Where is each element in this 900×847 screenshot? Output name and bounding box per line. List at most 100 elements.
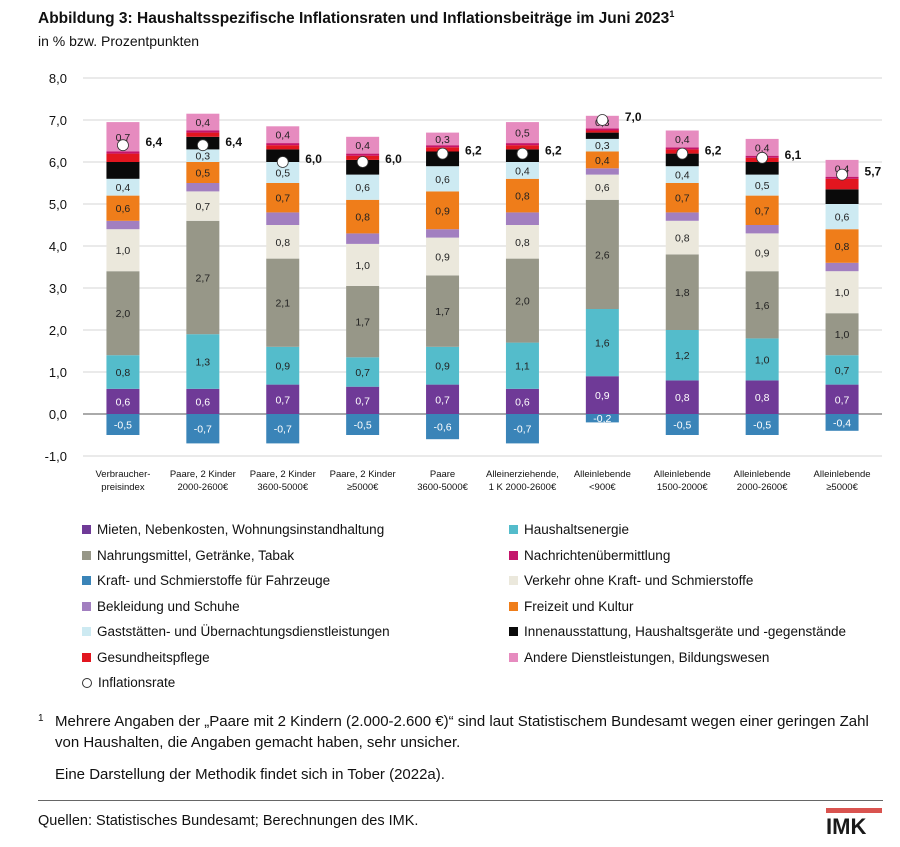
- bar-segment: [186, 183, 220, 192]
- x-category-label: 1500-2000€: [657, 482, 708, 493]
- y-tick-label: 2,0: [49, 323, 67, 338]
- bar-segment: [505, 388, 539, 414]
- bar-segment: [585, 132, 619, 139]
- segment-value-label: 0,9: [275, 361, 290, 373]
- bar-segment: [825, 355, 859, 385]
- bar-segment: [426, 132, 460, 146]
- chart-subtitle: in % bzw. Prozentpunkten: [38, 33, 200, 49]
- segment-value-label: 1,6: [755, 300, 770, 312]
- bar-segment: [665, 220, 699, 255]
- x-category-label: Paare, 2 Kinder: [250, 469, 316, 480]
- bar-segment: [266, 212, 300, 225]
- segment-value-label: 0,8: [755, 392, 770, 404]
- bar-segment: [266, 183, 300, 213]
- segment-value-label: 0,8: [515, 191, 530, 203]
- legend-label: Nachrichtenübermittlung: [524, 547, 671, 563]
- legend-label: Freizeit und Kultur: [524, 598, 634, 614]
- segment-value-label: 0,6: [196, 396, 211, 408]
- segment-value-label: 0,6: [355, 182, 370, 194]
- segment-value-label: 1,2: [675, 350, 690, 362]
- segment-value-label: 0,4: [595, 155, 610, 167]
- legend-label: Verkehr ohne Kraft- und Schmierstoffe: [524, 573, 754, 588]
- segment-value-label: 0,9: [435, 252, 450, 264]
- bar-segment: [426, 237, 460, 276]
- segment-value-label: -0,7: [513, 424, 531, 436]
- bar-segment: [106, 153, 140, 162]
- segment-value-label: 0,8: [675, 392, 690, 404]
- segment-value-label: 1,7: [355, 317, 370, 329]
- x-category-label: 1 K 2000-2600€: [489, 482, 557, 493]
- chart-title-text: Abbildung 3: Haushaltsspezifische Inflat…: [38, 10, 670, 28]
- segment-value-label: 0,3: [435, 134, 450, 146]
- legend-circle-marker: [82, 677, 92, 688]
- legend-item: Innenausstattung, Haushaltsgeräte und -g…: [509, 624, 846, 639]
- bar-segment: [665, 414, 699, 435]
- x-category-label: 3600-5000€: [257, 482, 308, 493]
- bar-segment: [426, 275, 460, 347]
- bar-segment: [505, 342, 539, 389]
- bar-segment: [745, 414, 779, 435]
- segment-value-label: 0,8: [515, 237, 530, 249]
- legend-swatch: [509, 576, 518, 585]
- segment-value-label: 2,0: [116, 308, 131, 320]
- segment-value-label: 0,4: [116, 182, 131, 194]
- bar-segment: [825, 178, 859, 190]
- chart-title: Abbildung 3: Haushaltsspezifische Inflat…: [38, 9, 674, 28]
- segment-value-label: -0,4: [833, 417, 851, 429]
- segment-value-label: 1,0: [835, 329, 850, 341]
- bar-segment: [186, 191, 220, 221]
- x-category-label: preisindex: [101, 482, 145, 493]
- segment-value-label: 0,5: [275, 168, 290, 180]
- bar-segment: [585, 151, 619, 169]
- x-category-label: Paare, 2 Kinder: [170, 469, 236, 480]
- bar-segment: [745, 380, 779, 414]
- legend-item: Kraft- und Schmierstoffe für Fahrzeuge: [82, 573, 330, 588]
- bar-segment: [665, 166, 699, 183]
- bar-segment: [266, 126, 300, 144]
- bar-segment: [186, 220, 220, 335]
- bar-segment: [825, 204, 859, 230]
- segment-value-label: 0,7: [835, 365, 850, 377]
- inflation-rate-label: 6,0: [385, 152, 402, 166]
- segment-value-label: 0,3: [196, 151, 211, 163]
- inflation-rate-label: 6,4: [145, 135, 162, 149]
- segment-value-label: 0,9: [755, 247, 770, 259]
- bar-segment: [665, 183, 699, 213]
- bar-segment: [745, 195, 779, 225]
- segment-value-label: 0,5: [515, 128, 530, 140]
- bar-segment: [825, 384, 859, 414]
- bar-segment: [266, 149, 300, 162]
- legend-item: Haushaltsenergie: [509, 522, 629, 537]
- bar-segment: [266, 258, 300, 347]
- bar-segment: [585, 199, 619, 309]
- segment-value-label: 0,9: [435, 205, 450, 217]
- segment-value-label: 2,1: [275, 298, 290, 310]
- bar-segment: [106, 220, 140, 230]
- bar-segment: [106, 388, 140, 414]
- bar-segment: [346, 153, 380, 156]
- segment-value-label: 0,8: [116, 367, 131, 379]
- segment-value-label: 0,3: [595, 140, 610, 152]
- bar-segment: [745, 271, 779, 339]
- bar-segment: [426, 229, 460, 238]
- legend-item: Mieten, Nebenkosten, Wohnungsinstandhalt…: [82, 522, 384, 537]
- segment-value-label: 0,6: [435, 174, 450, 186]
- bar-segment: [346, 357, 380, 387]
- bar-segment: [106, 355, 140, 389]
- inflation-rate-marker: [756, 151, 769, 164]
- y-tick-label: 0,0: [49, 407, 67, 422]
- bar-segment: [825, 159, 859, 177]
- segment-value-label: 1,1: [515, 361, 530, 373]
- segment-value-label: 1,7: [435, 306, 450, 318]
- bar-segment: [426, 145, 460, 148]
- bar-segment: [186, 414, 220, 444]
- x-category-label: Alleinlebende: [734, 469, 791, 480]
- legend-item: Nahrungsmittel, Getränke, Tabak: [82, 548, 294, 563]
- bar-segment: [186, 149, 220, 162]
- x-category-label: Alleinerziehende,: [486, 469, 559, 480]
- bar-segment: [585, 168, 619, 175]
- segment-value-label: 0,8: [835, 241, 850, 253]
- bar-segment: [505, 122, 539, 144]
- x-category-label: Alleinlebende: [654, 469, 711, 480]
- segment-value-label: 1,0: [835, 287, 850, 299]
